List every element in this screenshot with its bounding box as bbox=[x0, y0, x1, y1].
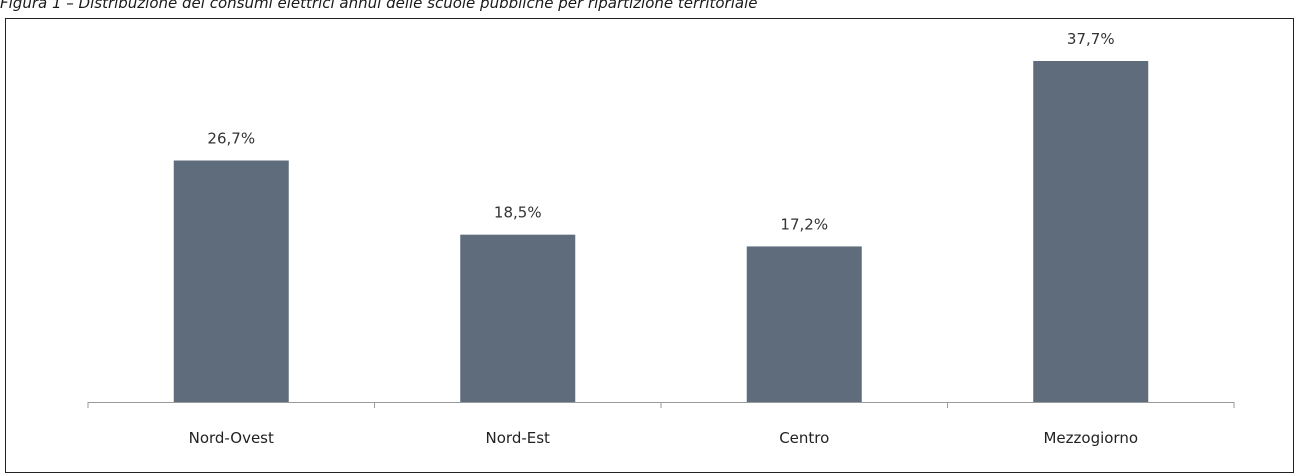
data-label: 18,5% bbox=[494, 204, 542, 222]
labels-layer: 26,7% Nord-Ovest 18,5% Nord-Est 17,2% Centro 3… bbox=[189, 30, 1138, 447]
bar-nord-est bbox=[460, 234, 576, 402]
category-label: Centro bbox=[779, 429, 829, 447]
bar-centro bbox=[746, 246, 862, 402]
data-label: 17,2% bbox=[780, 215, 828, 233]
category-label: Nord-Ovest bbox=[189, 429, 274, 447]
category-label: Mezzogiorno bbox=[1043, 429, 1138, 447]
data-label: 37,7% bbox=[1067, 30, 1115, 48]
data-label: 26,7% bbox=[207, 129, 255, 147]
category-label: Nord-Est bbox=[486, 429, 551, 447]
bar-nord-ovest bbox=[173, 160, 289, 402]
x-axis bbox=[87, 402, 1235, 408]
bars-layer bbox=[173, 61, 1149, 402]
figure-caption: Figura 1 – Distribuzione dei consumi ele… bbox=[0, 0, 758, 12]
bar-mezzogiorno bbox=[1033, 61, 1149, 402]
